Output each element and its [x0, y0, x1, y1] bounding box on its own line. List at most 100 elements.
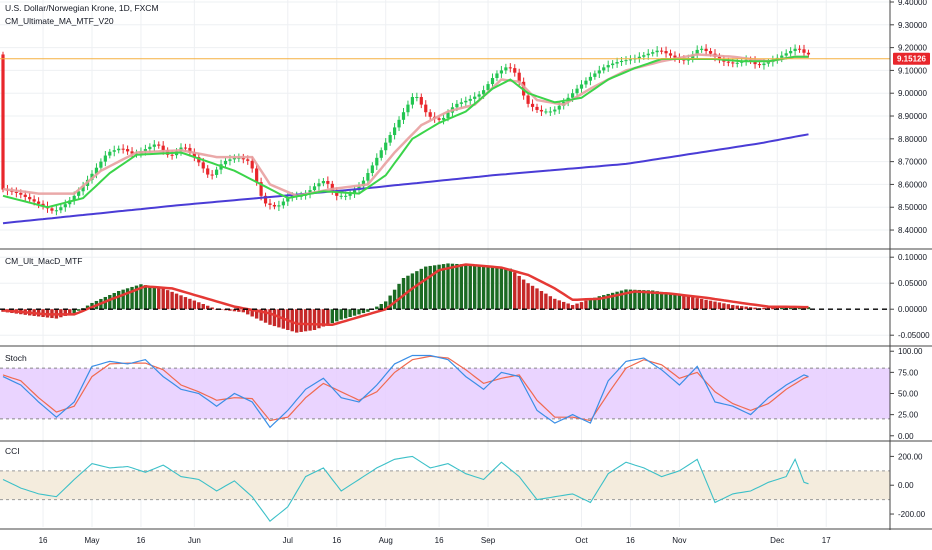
- macd-histogram-bar: [628, 289, 633, 310]
- candle-body: [584, 80, 588, 85]
- candle-body: [753, 60, 757, 65]
- macd-histogram-bar: [775, 306, 779, 310]
- candle-body: [366, 173, 370, 181]
- stoch-pane[interactable]: [2, 354, 809, 429]
- macd-histogram-bar: [384, 301, 388, 310]
- price-pane[interactable]: [0, 44, 890, 225]
- macd-histogram-bar: [704, 299, 708, 310]
- macd-histogram-bar: [174, 293, 179, 310]
- macd-histogram-bar: [753, 307, 757, 310]
- candle-body: [361, 180, 366, 187]
- time-tick-label: Jun: [188, 536, 201, 545]
- candle-body: [99, 161, 103, 168]
- candle-body: [148, 146, 152, 150]
- time-tick-label: Sep: [481, 536, 496, 545]
- candle-body: [660, 50, 664, 52]
- time-scale[interactable]: 16 May 16 Jun Jul 16 Aug 16 Sep Oct 16 Nov Dec 17: [39, 536, 832, 545]
- macd-histogram-bar: [277, 309, 281, 328]
- price-tick-label: 8.70000: [898, 158, 927, 167]
- last-price-label: 9.15126: [897, 55, 926, 64]
- candle-body: [602, 67, 606, 71]
- macd-histogram-bar: [357, 309, 361, 315]
- macd-histogram-bar: [486, 266, 490, 310]
- macd-histogram-bar: [477, 265, 481, 310]
- macd-histogram-bar: [379, 304, 383, 310]
- candle-body: [593, 73, 597, 77]
- cci-pane[interactable]: [2, 455, 809, 522]
- stoch-d-line: [2, 355, 809, 422]
- macd-histogram-bar: [695, 298, 699, 310]
- candle-body: [259, 182, 263, 196]
- macd-histogram-bar: [268, 309, 272, 325]
- candle-body: [459, 102, 463, 104]
- macd-histogram-bar: [584, 300, 588, 310]
- macd-histogram-bar: [441, 264, 446, 310]
- stoch-tick-label: 75.00: [898, 368, 919, 377]
- time-tick-label: 16: [332, 536, 341, 545]
- candle-body: [206, 168, 210, 175]
- price-tick-label: 8.90000: [898, 112, 927, 121]
- macd-histogram-bar: [579, 302, 584, 310]
- candle-body: [553, 109, 557, 112]
- macd-histogram-bar: [348, 309, 352, 317]
- candle-body: [628, 59, 633, 61]
- macd-histogram-bar: [691, 297, 695, 310]
- candle-body: [108, 151, 112, 156]
- candle-body: [437, 118, 441, 120]
- candle-body: [548, 111, 552, 113]
- stoch-tick-label: 0.00: [898, 432, 914, 441]
- macd-histogram-bar: [183, 297, 188, 310]
- macd-histogram-bar: [148, 285, 152, 310]
- candle-body: [63, 204, 67, 208]
- candle-body: [255, 168, 259, 183]
- macd-histogram-bar: [588, 299, 593, 310]
- macd-histogram-bar: [241, 309, 245, 313]
- cci-tick-label: 200.00: [898, 452, 923, 461]
- candle-body: [246, 159, 250, 161]
- macd-histogram-bar: [375, 306, 379, 310]
- candle-body: [401, 112, 406, 120]
- time-tick-label: Dec: [770, 536, 784, 545]
- candle-body: [50, 208, 54, 211]
- macd-histogram-bar: [535, 288, 539, 310]
- price-scale[interactable]: 8.40000 8.50000 8.60000 8.70000 8.80000 8.900…: [890, 0, 930, 519]
- macd-histogram-bar: [455, 263, 459, 310]
- macd-histogram-bar: [259, 309, 263, 321]
- candle-body: [424, 104, 428, 113]
- macd-histogram-bar: [352, 309, 357, 316]
- cci-band: [0, 470, 890, 500]
- candle-body: [464, 100, 468, 103]
- candle-body: [700, 48, 704, 50]
- candle-body: [406, 104, 410, 113]
- macd-histogram-bar: [308, 309, 312, 331]
- macd-histogram-bar: [615, 291, 619, 310]
- candle-body: [317, 183, 321, 187]
- candle-body: [415, 97, 419, 99]
- macd-histogram-bar: [526, 283, 530, 310]
- macd-histogram-bar: [473, 265, 477, 310]
- candle-body: [517, 72, 521, 82]
- macd-histogram-bar: [637, 289, 642, 310]
- cci-tick-label: -200.00: [898, 510, 926, 519]
- candle-body: [112, 150, 116, 152]
- candle-body: [188, 147, 192, 153]
- macd-pane[interactable]: [0, 263, 890, 333]
- macd-tick-label: 0.10000: [898, 253, 927, 262]
- candle-body: [526, 95, 530, 104]
- candle-body: [766, 62, 770, 64]
- candle-body: [619, 60, 624, 63]
- stoch-tick-label: 50.00: [898, 390, 919, 399]
- candle-body: [646, 53, 650, 56]
- macd-histogram-bar: [575, 303, 579, 310]
- macd-histogram-bar: [677, 294, 682, 310]
- candle-body: [624, 60, 628, 62]
- candle-body: [192, 152, 196, 158]
- macd-histogram-bar: [504, 268, 508, 310]
- price-tick-label: 9.10000: [898, 66, 927, 75]
- macd-histogram-bar: [246, 309, 250, 315]
- macd-histogram-bar: [699, 298, 704, 310]
- candle-body: [441, 117, 446, 120]
- candle-body: [571, 93, 575, 98]
- stoch-title: Stoch: [5, 353, 27, 363]
- candle-body: [806, 52, 811, 55]
